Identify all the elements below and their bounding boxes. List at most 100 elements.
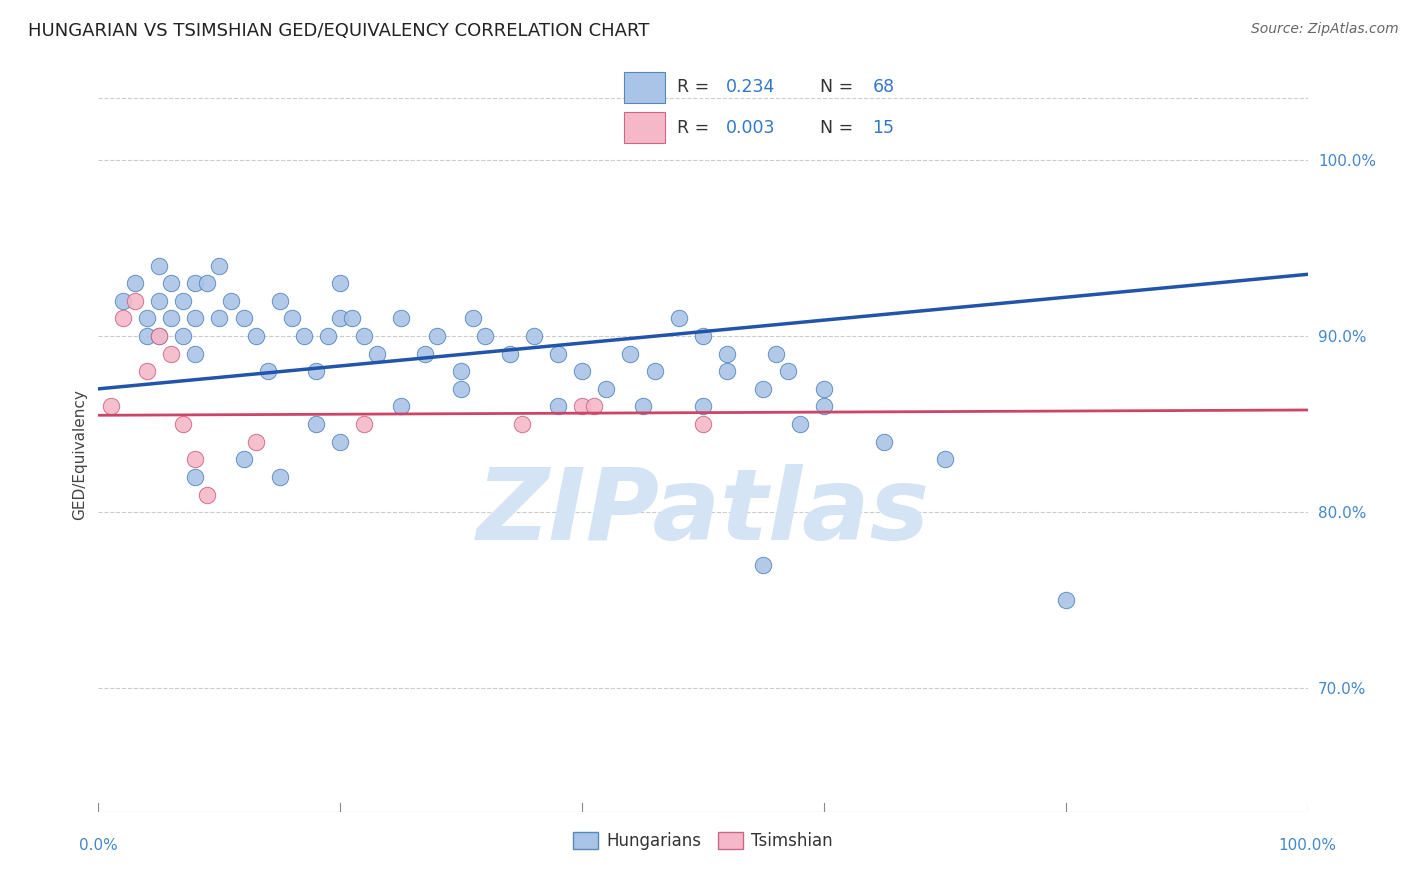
Legend: Hungarians, Tsimshian: Hungarians, Tsimshian bbox=[567, 825, 839, 857]
Point bbox=[547, 400, 569, 414]
Point bbox=[329, 434, 352, 449]
FancyBboxPatch shape bbox=[624, 72, 665, 103]
Point bbox=[184, 346, 207, 360]
Point bbox=[160, 311, 183, 326]
Point bbox=[342, 311, 364, 326]
Point bbox=[752, 558, 775, 572]
Point bbox=[765, 346, 787, 360]
Point bbox=[716, 346, 738, 360]
Point bbox=[474, 329, 496, 343]
Point bbox=[184, 470, 207, 484]
Point bbox=[316, 329, 339, 343]
Point bbox=[873, 434, 896, 449]
Point bbox=[135, 311, 157, 326]
Point bbox=[184, 276, 207, 290]
Point bbox=[269, 293, 291, 308]
Point bbox=[450, 364, 472, 378]
Point bbox=[366, 346, 388, 360]
Point bbox=[934, 452, 956, 467]
Point bbox=[776, 364, 799, 378]
Point bbox=[195, 276, 218, 290]
Point bbox=[208, 311, 231, 326]
Point bbox=[305, 417, 328, 431]
Point bbox=[668, 311, 690, 326]
Point bbox=[172, 329, 194, 343]
Point bbox=[426, 329, 449, 343]
Point bbox=[583, 400, 606, 414]
Point bbox=[644, 364, 666, 378]
Text: 15: 15 bbox=[873, 119, 894, 136]
Point bbox=[571, 364, 593, 378]
Point bbox=[595, 382, 617, 396]
Point bbox=[232, 311, 254, 326]
Point bbox=[498, 346, 520, 360]
Point bbox=[195, 487, 218, 501]
Point bbox=[111, 293, 134, 308]
Point bbox=[631, 400, 654, 414]
Point bbox=[463, 311, 485, 326]
Text: R =: R = bbox=[676, 78, 714, 96]
Point bbox=[184, 311, 207, 326]
Point bbox=[1054, 593, 1077, 607]
Text: HUNGARIAN VS TSIMSHIAN GED/EQUIVALENCY CORRELATION CHART: HUNGARIAN VS TSIMSHIAN GED/EQUIVALENCY C… bbox=[28, 22, 650, 40]
Text: ZIPatlas: ZIPatlas bbox=[477, 464, 929, 560]
Text: 0.003: 0.003 bbox=[725, 119, 775, 136]
Point bbox=[148, 293, 170, 308]
Point bbox=[389, 311, 412, 326]
Text: 100.0%: 100.0% bbox=[1278, 838, 1337, 853]
Point bbox=[353, 329, 375, 343]
Point bbox=[245, 434, 267, 449]
Point bbox=[100, 400, 122, 414]
Point bbox=[692, 400, 714, 414]
Point bbox=[752, 382, 775, 396]
Point bbox=[692, 417, 714, 431]
Point bbox=[523, 329, 546, 343]
Point bbox=[510, 417, 533, 431]
Point bbox=[692, 329, 714, 343]
Point bbox=[389, 400, 412, 414]
Text: N =: N = bbox=[820, 119, 858, 136]
Point bbox=[353, 417, 375, 431]
Point bbox=[789, 417, 811, 431]
Point bbox=[135, 329, 157, 343]
Point bbox=[292, 329, 315, 343]
Point bbox=[208, 259, 231, 273]
Text: 0.0%: 0.0% bbox=[79, 838, 118, 853]
Point bbox=[329, 311, 352, 326]
Point bbox=[547, 346, 569, 360]
Point bbox=[124, 276, 146, 290]
Point bbox=[148, 329, 170, 343]
Point bbox=[148, 259, 170, 273]
Point bbox=[221, 293, 243, 308]
Point bbox=[256, 364, 278, 378]
Point bbox=[160, 346, 183, 360]
Text: R =: R = bbox=[676, 119, 714, 136]
Point bbox=[571, 400, 593, 414]
Text: Source: ZipAtlas.com: Source: ZipAtlas.com bbox=[1251, 22, 1399, 37]
Point bbox=[305, 364, 328, 378]
Point bbox=[111, 311, 134, 326]
Point bbox=[813, 400, 835, 414]
Point bbox=[813, 382, 835, 396]
Point bbox=[232, 452, 254, 467]
Text: N =: N = bbox=[820, 78, 858, 96]
Point bbox=[619, 346, 641, 360]
Text: 0.234: 0.234 bbox=[725, 78, 775, 96]
Point bbox=[172, 417, 194, 431]
Point bbox=[160, 276, 183, 290]
Point bbox=[135, 364, 157, 378]
Text: 68: 68 bbox=[873, 78, 894, 96]
Point bbox=[245, 329, 267, 343]
Point bbox=[148, 329, 170, 343]
Point bbox=[329, 276, 352, 290]
Point bbox=[269, 470, 291, 484]
Y-axis label: GED/Equivalency: GED/Equivalency bbox=[72, 390, 87, 520]
FancyBboxPatch shape bbox=[624, 112, 665, 143]
Point bbox=[281, 311, 304, 326]
Point bbox=[413, 346, 436, 360]
Point bbox=[172, 293, 194, 308]
Point bbox=[124, 293, 146, 308]
Point bbox=[716, 364, 738, 378]
Point bbox=[184, 452, 207, 467]
Point bbox=[450, 382, 472, 396]
